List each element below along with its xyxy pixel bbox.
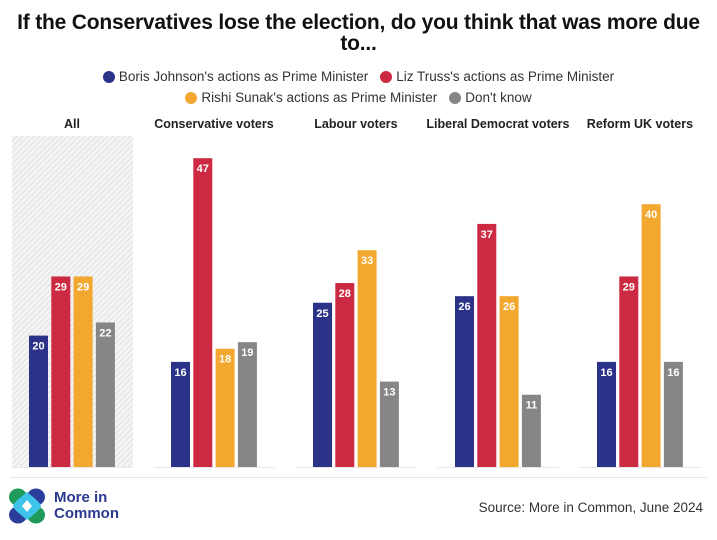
data-label: 16 [600, 367, 612, 379]
legend: Boris Johnson's actions as Prime Ministe… [0, 66, 717, 108]
bar [499, 296, 519, 467]
bar [597, 361, 616, 467]
bar [215, 348, 235, 467]
legend-label: Boris Johnson's actions as Prime Ministe… [118, 69, 369, 84]
legend-label: Liz Truss's actions as Prime Minister [396, 69, 615, 84]
legend-label: Don't know [465, 90, 532, 105]
data-label: 26 [503, 301, 515, 313]
legend-swatch [449, 91, 462, 104]
logo-text-line1: More in [54, 489, 108, 506]
category-label: Conservative voters [154, 117, 274, 131]
bar [663, 361, 683, 467]
legend-swatch [380, 70, 393, 83]
bar [619, 276, 639, 467]
source-note: Source: More in Common, June 2024 [478, 500, 703, 515]
data-label: 28 [339, 288, 351, 300]
data-label: 22 [99, 327, 111, 339]
legend-swatch [102, 70, 115, 83]
data-label: 29 [77, 281, 89, 293]
bar [51, 276, 71, 467]
legend-item-johnson: Boris Johnson's actions as Prime Ministe… [102, 66, 369, 87]
legend-swatch [185, 91, 198, 104]
bar [335, 283, 355, 467]
footer-divider [10, 477, 707, 478]
data-label: 11 [526, 400, 538, 412]
chart-title: If the Conservatives lose the election, … [17, 11, 700, 55]
chart-plot: 20 29 29 22 16 47 18 19 25 28 33 13 26 37 26 11 16 29 40 16… [12, 117, 701, 468]
bar [29, 335, 48, 467]
logo-icon [9, 488, 45, 524]
category-label: All [64, 117, 80, 131]
bar [379, 381, 399, 467]
category-label: Liberal Democrat voters [426, 117, 569, 131]
data-label: 20 [32, 341, 44, 353]
logo-text-line2: Common [54, 505, 119, 522]
legend-item-dont-know: Don't know [449, 87, 532, 108]
data-label: 33 [361, 255, 373, 267]
bar [193, 158, 213, 467]
data-label: 40 [645, 209, 657, 221]
bar [521, 394, 541, 467]
data-label: 37 [481, 229, 493, 241]
bar [357, 250, 377, 467]
bar [171, 361, 190, 467]
data-label: 26 [458, 301, 470, 313]
bar [237, 342, 257, 467]
data-label: 19 [241, 347, 253, 359]
legend-label: Rishi Sunak's actions as Prime Minister [201, 90, 438, 105]
bar [477, 223, 497, 467]
category-label: Labour voters [314, 117, 397, 131]
legend-item-truss: Liz Truss's actions as Prime Minister [380, 66, 614, 87]
category-label: Reform UK voters [587, 117, 693, 131]
bar [455, 296, 474, 467]
bar [95, 322, 115, 467]
data-label: 47 [197, 163, 209, 175]
data-label: 29 [623, 281, 635, 293]
legend-item-sunak: Rishi Sunak's actions as Prime Minister [185, 87, 437, 108]
data-label: 13 [383, 387, 395, 399]
data-label: 16 [174, 367, 186, 379]
bar [313, 302, 332, 467]
bar [641, 204, 661, 467]
bar [73, 276, 93, 467]
data-label: 18 [219, 354, 231, 366]
data-label: 25 [316, 308, 328, 320]
logo: More in Common [8, 488, 119, 524]
data-label: 16 [667, 367, 679, 379]
data-label: 29 [55, 281, 67, 293]
